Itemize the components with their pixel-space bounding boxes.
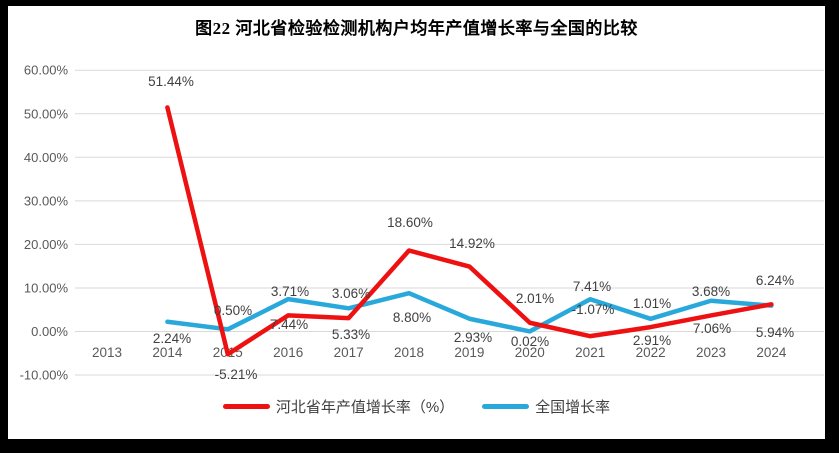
plot-background	[8, 6, 825, 439]
data-label: 0.50%	[214, 303, 252, 318]
data-label: 3.71%	[271, 284, 309, 299]
y-axis-tick-label: 30.00%	[24, 193, 69, 208]
legend-item-national: 全国增长率	[482, 396, 610, 417]
y-axis-tick-label: 10.00%	[24, 280, 69, 295]
y-axis-tick-label: 40.00%	[24, 150, 69, 165]
x-axis-tick-label: 2020	[515, 345, 545, 360]
legend-label-national: 全国增长率	[535, 399, 611, 416]
legend-label-hebei: 河北省年产值增长率（%）	[275, 399, 455, 416]
y-axis-tick-label: 60.00%	[24, 63, 69, 78]
chart-legend: 河北省年产值增长率（%） 全国增长率	[8, 396, 825, 417]
x-axis-tick-label: 2013	[92, 345, 122, 360]
x-axis-tick-label: 2018	[394, 345, 424, 360]
national-series-line	[165, 290, 774, 334]
data-label: 2.91%	[633, 333, 671, 348]
x-axis-tick-label: 2016	[273, 345, 303, 360]
data-label: 2.01%	[516, 291, 554, 306]
x-axis-tick-label: 2022	[636, 345, 666, 360]
national-line-swatch-icon	[482, 404, 530, 409]
data-label: 2.93%	[454, 330, 492, 345]
data-label: 14.92%	[449, 236, 495, 251]
data-label: 0.02%	[511, 334, 549, 349]
x-axis-tick-label: 2023	[696, 345, 726, 360]
y-axis-tick-label: 0.00%	[31, 324, 68, 339]
data-label: 51.44%	[148, 74, 194, 89]
x-axis-tick-label: 2014	[152, 345, 183, 360]
data-label: 1.01%	[633, 296, 671, 311]
data-label: 6.24%	[756, 273, 794, 288]
hebei-line-swatch-icon	[222, 404, 270, 409]
x-axis-tick-label: 2024	[756, 345, 787, 360]
data-label: 7.44%	[270, 317, 308, 332]
y-axis-tick-label: -10.00%	[20, 368, 69, 383]
chart-title: 图22 河北省检验检测机构户均年产值增长率与全国的比较	[195, 19, 638, 38]
legend-item-hebei: 河北省年产值增长率（%）	[222, 396, 455, 417]
data-label: 7.06%	[693, 321, 731, 336]
data-label: 5.94%	[756, 325, 794, 340]
y-axis-tick-label: 20.00%	[24, 237, 69, 252]
data-label: -5.21%	[215, 367, 258, 382]
data-label: 8.80%	[393, 310, 431, 325]
data-label: -1.07%	[572, 302, 615, 317]
x-axis-tick-label: 2021	[575, 345, 605, 360]
data-label: 3.68%	[692, 284, 730, 299]
data-label: 5.33%	[332, 327, 370, 342]
data-label: 7.41%	[573, 279, 611, 294]
data-label: 3.06%	[332, 286, 370, 301]
data-label: 18.60%	[387, 215, 433, 230]
x-axis-tick-label: 2019	[454, 345, 484, 360]
data-label: 2.24%	[153, 331, 191, 346]
hebei-series-line	[165, 105, 774, 357]
y-axis-tick-label: 50.00%	[24, 106, 69, 121]
x-axis-tick-label: 2017	[334, 345, 364, 360]
